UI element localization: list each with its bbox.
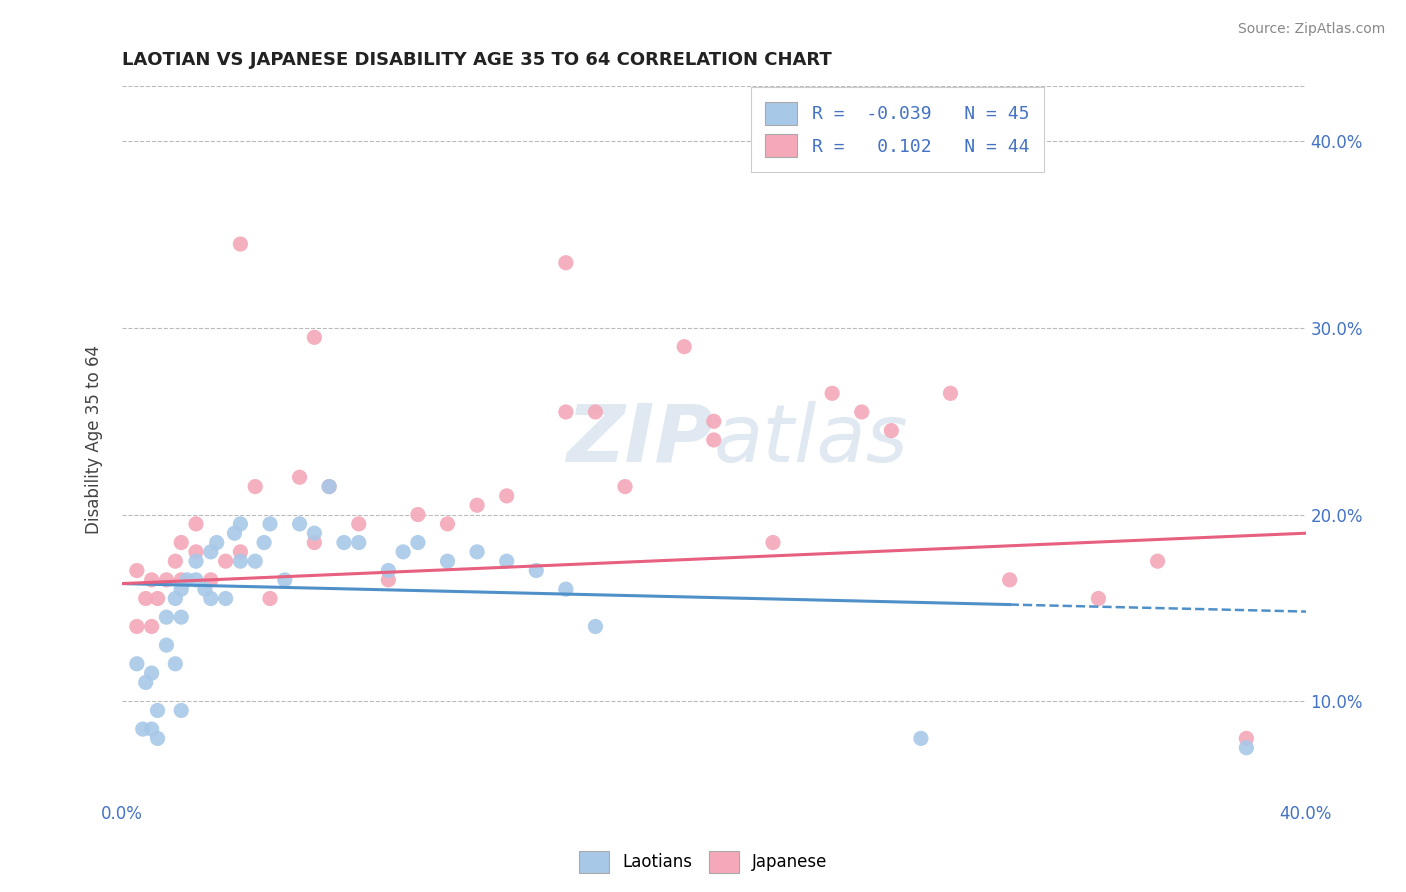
Point — [274, 573, 297, 587]
Point — [141, 722, 163, 736]
Point — [465, 545, 488, 559]
Point — [436, 516, 458, 531]
Point — [141, 573, 163, 587]
Point — [184, 554, 207, 568]
Point — [318, 479, 340, 493]
Point — [436, 554, 458, 568]
Point — [673, 340, 696, 354]
Point — [377, 564, 399, 578]
Point — [880, 424, 903, 438]
Point — [304, 535, 326, 549]
Point — [155, 638, 177, 652]
Point — [146, 591, 169, 606]
Point — [554, 405, 576, 419]
Point — [288, 516, 311, 531]
Text: atlas: atlas — [714, 401, 908, 479]
Point — [495, 554, 517, 568]
Point — [253, 535, 276, 549]
Point — [155, 610, 177, 624]
Point — [1146, 554, 1168, 568]
Point — [224, 526, 246, 541]
Point — [288, 470, 311, 484]
Point — [495, 489, 517, 503]
Point — [998, 573, 1021, 587]
Text: Source: ZipAtlas.com: Source: ZipAtlas.com — [1237, 22, 1385, 37]
Point — [703, 414, 725, 428]
Point — [125, 619, 148, 633]
Point — [146, 731, 169, 746]
Point — [1087, 591, 1109, 606]
Point — [465, 498, 488, 512]
Y-axis label: Disability Age 35 to 64: Disability Age 35 to 64 — [86, 345, 103, 534]
Point — [304, 330, 326, 344]
Point — [614, 479, 637, 493]
Point — [703, 433, 725, 447]
Point — [214, 591, 236, 606]
Point — [245, 479, 267, 493]
Point — [821, 386, 844, 401]
Text: ZIP: ZIP — [567, 401, 714, 479]
Point — [165, 591, 187, 606]
Point — [347, 535, 370, 549]
Point — [205, 535, 228, 549]
Point — [135, 591, 157, 606]
Point — [347, 516, 370, 531]
Point — [229, 237, 252, 252]
Point — [939, 386, 962, 401]
Point — [259, 516, 281, 531]
Point — [406, 508, 429, 522]
Legend: R =  -0.039   N = 45, R =   0.102   N = 44: R = -0.039 N = 45, R = 0.102 N = 44 — [751, 87, 1043, 172]
Point — [125, 657, 148, 671]
Point — [229, 516, 252, 531]
Point — [333, 535, 356, 549]
Point — [170, 535, 193, 549]
Point — [170, 610, 193, 624]
Point — [170, 582, 193, 597]
Point — [165, 657, 187, 671]
Point — [146, 703, 169, 717]
Point — [165, 554, 187, 568]
Point — [214, 554, 236, 568]
Legend: Laotians, Japanese: Laotians, Japanese — [572, 845, 834, 880]
Point — [200, 573, 222, 587]
Point — [851, 405, 873, 419]
Point — [229, 545, 252, 559]
Point — [910, 731, 932, 746]
Point — [229, 554, 252, 568]
Point — [762, 535, 785, 549]
Point — [176, 573, 198, 587]
Point — [135, 675, 157, 690]
Point — [184, 573, 207, 587]
Point — [377, 573, 399, 587]
Point — [200, 591, 222, 606]
Point — [304, 526, 326, 541]
Point — [194, 582, 217, 597]
Point — [1234, 731, 1257, 746]
Point — [583, 619, 606, 633]
Point — [132, 722, 155, 736]
Text: LAOTIAN VS JAPANESE DISABILITY AGE 35 TO 64 CORRELATION CHART: LAOTIAN VS JAPANESE DISABILITY AGE 35 TO… — [122, 51, 832, 69]
Point — [259, 591, 281, 606]
Point — [141, 666, 163, 681]
Point — [170, 573, 193, 587]
Point — [524, 564, 547, 578]
Point — [583, 405, 606, 419]
Point — [184, 516, 207, 531]
Point — [155, 573, 177, 587]
Point — [125, 564, 148, 578]
Point — [245, 554, 267, 568]
Point — [554, 256, 576, 270]
Point — [318, 479, 340, 493]
Point — [1234, 740, 1257, 755]
Point — [141, 619, 163, 633]
Point — [170, 703, 193, 717]
Point — [392, 545, 415, 559]
Point — [184, 545, 207, 559]
Point — [200, 545, 222, 559]
Point — [554, 582, 576, 597]
Point — [406, 535, 429, 549]
